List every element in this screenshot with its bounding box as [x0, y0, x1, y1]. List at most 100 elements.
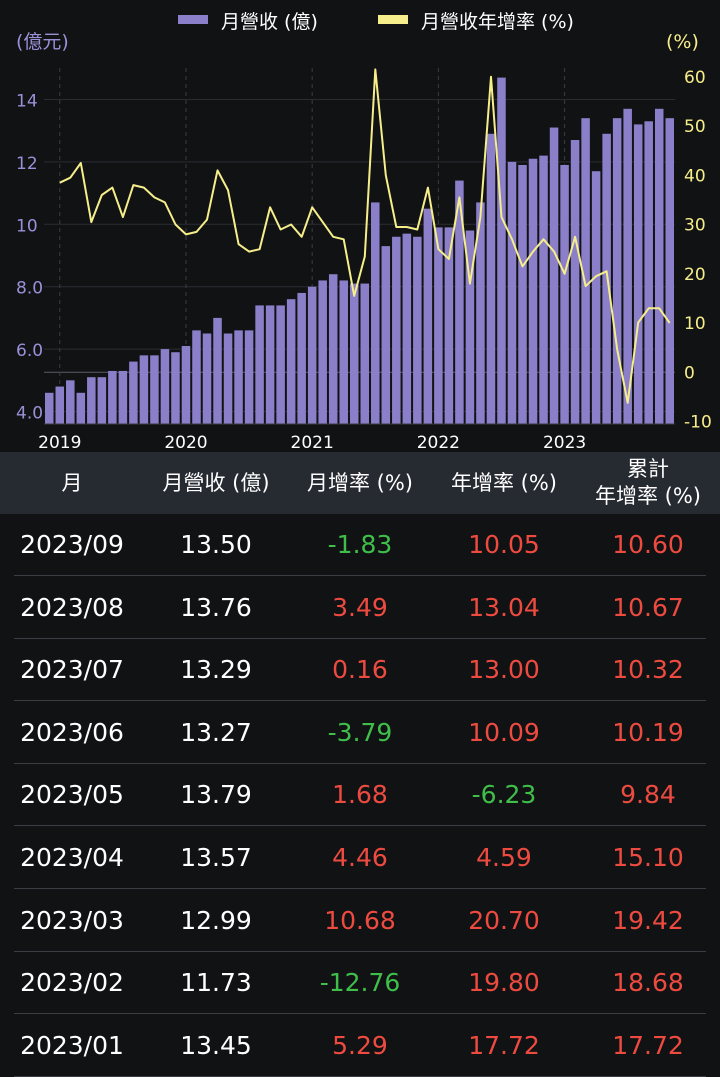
revenue-bar [402, 233, 412, 424]
yoy-cell: 19.80 [468, 968, 540, 998]
mom-cell: -12.76 [319, 968, 401, 998]
yoy-line [59, 68, 671, 404]
right-tick-label: 20 [684, 265, 706, 285]
year-label: 2023 [543, 433, 586, 453]
revenue-bar [444, 227, 454, 424]
revenue-bar [434, 227, 443, 424]
revenue-bar [108, 370, 117, 424]
cumulative-yoy-cell: 17.72 [612, 1030, 684, 1060]
legend-swatch-revenue [178, 15, 208, 24]
right-tick-label: 60 [684, 68, 706, 88]
row-divider [14, 825, 706, 827]
year-label: 2019 [38, 433, 81, 453]
revenue-bar [570, 140, 580, 424]
revenue-bar [276, 305, 285, 424]
revenue-bars [45, 77, 674, 425]
left-tick-label: 12 [16, 154, 38, 174]
revenue-bar [307, 286, 317, 424]
revenue-bar [66, 380, 75, 424]
revenue-bar [644, 121, 653, 425]
chart-axes: 4.0 6.0 8.0 10 12 14 2019 2020 2021 2022 2023 60 50 4… [16, 68, 712, 453]
revenue-bar [255, 305, 264, 424]
month-cell: 2023/05 [20, 780, 124, 810]
revenue-bar [612, 118, 622, 424]
revenue-cell: 13.79 [180, 780, 252, 810]
revenue-bar [192, 330, 201, 424]
revenue-bar [528, 158, 538, 424]
cumulative-yoy-cell: 10.32 [612, 655, 684, 685]
month-cell: 2023/03 [20, 905, 124, 935]
yoy-cell: 13.04 [468, 592, 540, 622]
legend-yoy-label: 月營收年增率 (%) [421, 11, 574, 33]
right-axis-unit: (%) [666, 31, 699, 53]
revenue-bar [633, 124, 643, 425]
mom-cell: 5.29 [332, 1030, 388, 1060]
revenue-bar [665, 118, 674, 424]
revenue-bar [244, 330, 254, 424]
header-cumulative-yoy: 累計 年增率 (%) [594, 457, 701, 508]
left-tick-label: 10 [16, 216, 38, 236]
table-header: 月 月營收 (億) 月增率 (%) 年增率 (%) 累計 年增率 (%) [0, 452, 720, 514]
revenue-bar [455, 180, 464, 424]
revenue-bar [518, 164, 527, 424]
year-label: 2022 [417, 433, 460, 453]
row-divider [14, 888, 706, 889]
revenue-bar [55, 386, 65, 424]
table-row: 2023/01 13.45 5.29 17.72 17.72 [0, 1015, 720, 1077]
header-mom: 月增率 (%) [306, 471, 413, 495]
row-divider [14, 1013, 706, 1015]
revenue-bar [591, 171, 601, 424]
revenue-bar [97, 377, 107, 424]
chart-legend: 月營收 (億) 月營收年增率 (%) [178, 11, 574, 33]
month-cell: 2023/01 [20, 1030, 124, 1060]
cumulative-yoy-cell: 10.19 [612, 717, 684, 747]
revenue-bar [581, 118, 590, 424]
legend-revenue-label: 月營收 (億) [221, 11, 318, 33]
revenue-bar [560, 164, 569, 424]
right-tick-label: 0 [684, 363, 695, 383]
revenue-bar [139, 355, 149, 424]
revenue-bar [476, 202, 485, 424]
month-cell: 2023/06 [20, 717, 124, 747]
revenue-bar [486, 133, 496, 424]
header-yoy: 年增率 (%) [450, 471, 557, 495]
revenue-cell: 12.99 [180, 905, 252, 935]
revenue-bar [45, 392, 54, 424]
revenue-bar [213, 317, 222, 424]
cumulative-yoy-cell: 9.84 [620, 780, 676, 810]
revenue-bar [349, 283, 359, 424]
revenue-bar [118, 370, 128, 424]
revenue-cell: 13.29 [180, 655, 252, 685]
revenue-bar [465, 230, 475, 424]
right-tick-label: 40 [684, 166, 706, 186]
revenue-cell: 13.76 [180, 592, 252, 622]
table-row: 2023/03 12.99 10.68 20.70 19.42 [0, 890, 720, 952]
year-label: 2020 [164, 433, 207, 453]
revenue-bar [202, 333, 212, 424]
yoy-cell: 17.72 [468, 1030, 540, 1060]
cumulative-yoy-cell: 10.67 [612, 592, 684, 622]
revenue-cell: 11.73 [180, 968, 252, 998]
mom-cell: 4.46 [332, 843, 388, 872]
revenue-bar [507, 161, 517, 425]
revenue-bar [160, 349, 170, 424]
mom-cell: 10.68 [324, 905, 396, 935]
revenue-bar [318, 280, 327, 424]
row-divider [14, 637, 706, 639]
row-divider [14, 762, 706, 764]
revenue-bar [129, 361, 138, 424]
month-cell: 2023/09 [20, 530, 124, 559]
row-divider [14, 700, 706, 702]
left-tick-label: 8.0 [16, 279, 43, 299]
revenue-cell: 13.45 [180, 1030, 252, 1060]
cumulative-yoy-cell: 19.42 [612, 905, 684, 935]
revenue-bar [297, 292, 306, 424]
mom-cell: 3.49 [332, 592, 388, 622]
cumulative-yoy-cell: 15.10 [612, 843, 684, 872]
month-cell: 2023/07 [20, 655, 124, 685]
revenue-bar [171, 352, 180, 424]
header-month: 月 [61, 471, 83, 495]
table-row: 2023/05 13.79 1.68 -6.23 9.84 [0, 764, 720, 827]
revenue-bar [265, 305, 275, 424]
revenue-bar [497, 77, 506, 424]
